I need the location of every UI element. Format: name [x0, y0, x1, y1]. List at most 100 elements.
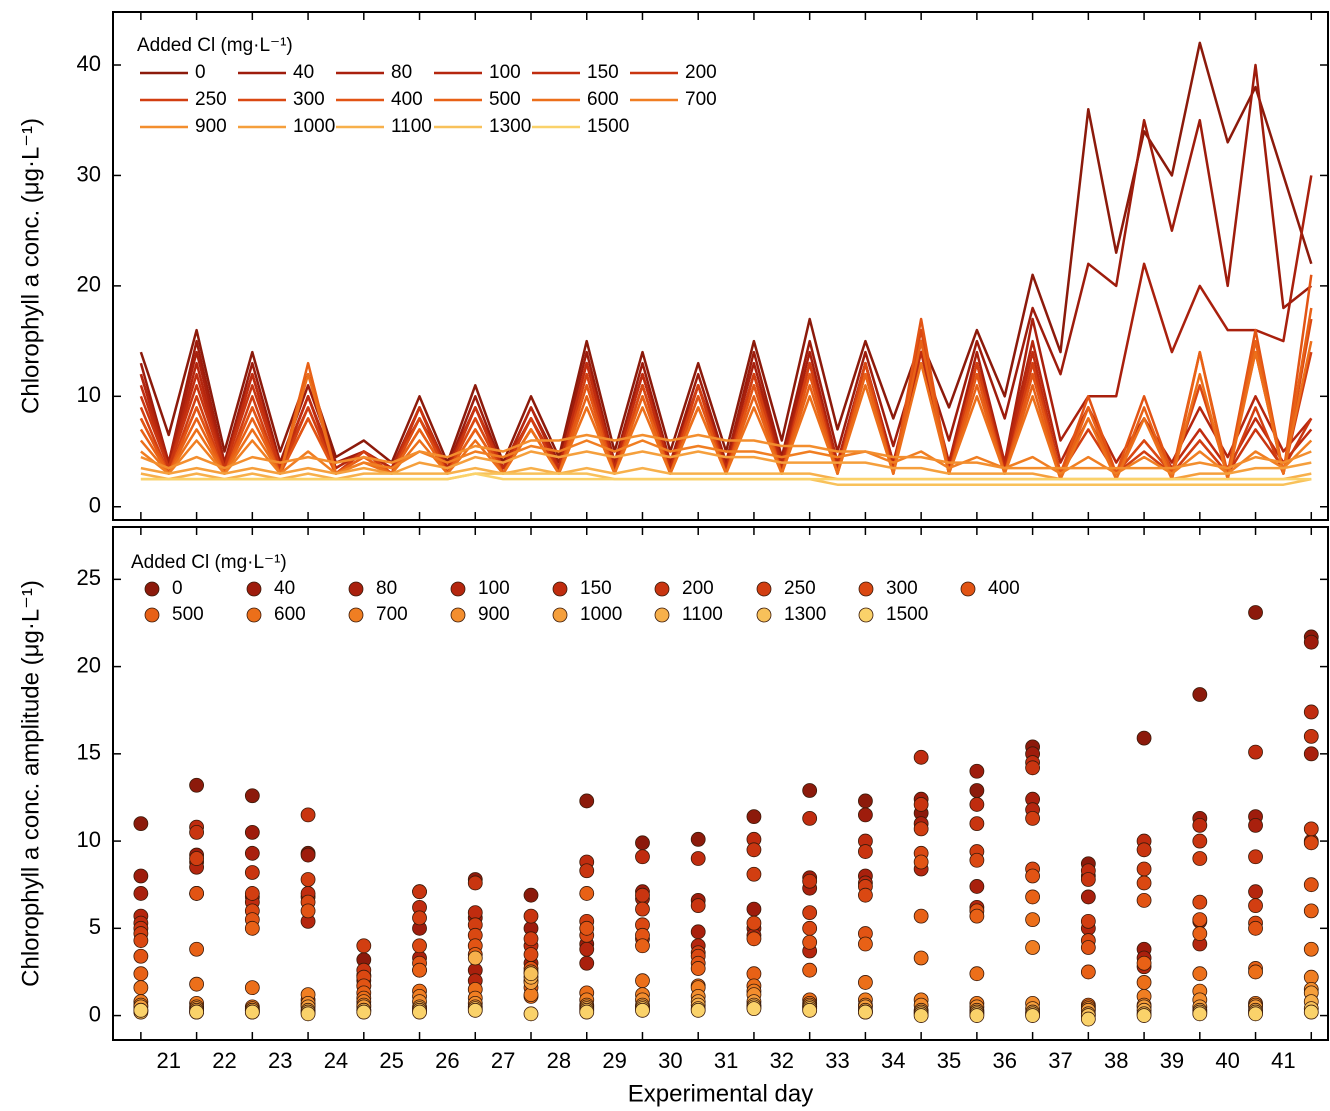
- legend-swatch: [552, 581, 568, 597]
- y-tick-label: 20: [77, 272, 101, 297]
- point: [523, 908, 539, 924]
- point: [579, 886, 595, 901]
- y-tick-label: 25: [77, 565, 101, 590]
- point: [969, 783, 985, 798]
- point: [1192, 926, 1208, 941]
- point: [300, 1006, 316, 1022]
- plot-frame: [112, 526, 1329, 1041]
- point: [133, 886, 149, 901]
- point: [412, 938, 427, 954]
- y-tick-label: 10: [77, 382, 101, 407]
- point: [356, 938, 372, 954]
- y-tick-label: 0: [89, 493, 101, 518]
- plot-frame: [112, 11, 1329, 521]
- point: [244, 788, 260, 804]
- legend-label: 40: [293, 62, 314, 83]
- point: [1025, 940, 1041, 955]
- point: [1080, 1011, 1096, 1027]
- legend-swatch: [450, 607, 466, 623]
- point: [913, 950, 929, 966]
- point: [858, 1004, 873, 1020]
- point: [467, 875, 483, 891]
- legend-swatch: [552, 607, 568, 623]
- x-tick-label: 26: [435, 1048, 459, 1073]
- point: [412, 1004, 427, 1020]
- point: [1136, 875, 1152, 891]
- legend-swatch: [246, 581, 262, 597]
- legend-label: 600: [274, 604, 306, 625]
- point: [1192, 851, 1208, 866]
- y-tick-label: 15: [77, 740, 101, 765]
- legend-label: 500: [489, 89, 521, 110]
- point: [1136, 975, 1152, 990]
- point: [635, 835, 650, 851]
- legend-label: 100: [478, 578, 510, 599]
- x-axis-label: Experimental day: [628, 1080, 813, 1107]
- point: [802, 905, 818, 921]
- x-tick-label: 28: [547, 1048, 571, 1073]
- point: [802, 873, 818, 889]
- point: [1192, 966, 1208, 982]
- point: [523, 887, 539, 903]
- point: [969, 852, 985, 868]
- x-tick-label: 32: [770, 1048, 794, 1073]
- x-tick-label: 30: [658, 1048, 682, 1073]
- point: [1192, 833, 1208, 849]
- point: [579, 793, 595, 809]
- point: [635, 849, 650, 865]
- x-tick-label: 25: [379, 1048, 403, 1073]
- y-axis-label: Chlorophyll a conc. amplitude (μg·L⁻¹): [17, 580, 44, 987]
- legend-swatch: [654, 581, 670, 597]
- legend-label: 250: [195, 89, 227, 110]
- legend-title: Added Cl (mg·L⁻¹): [137, 35, 293, 56]
- point: [1192, 1006, 1208, 1022]
- x-tick-label: 31: [714, 1048, 738, 1073]
- point: [1136, 955, 1152, 971]
- point: [690, 924, 706, 940]
- point: [189, 824, 205, 840]
- legend-swatch: [858, 607, 874, 623]
- point: [1248, 898, 1263, 914]
- legend-swatch: [756, 607, 772, 623]
- y-tick-label: 10: [77, 827, 101, 852]
- point: [802, 962, 818, 978]
- legend-label: 700: [685, 89, 717, 110]
- point: [1025, 868, 1041, 884]
- legend-label: 700: [376, 604, 408, 625]
- point: [802, 783, 818, 798]
- point: [300, 872, 316, 887]
- legend-swatch: [756, 581, 772, 597]
- point: [690, 961, 706, 976]
- point: [467, 950, 483, 966]
- y-tick-label: 0: [89, 1001, 101, 1026]
- point: [635, 901, 650, 917]
- legend-swatch: [246, 607, 262, 623]
- legend-label: 1500: [587, 116, 629, 137]
- point: [1025, 810, 1041, 826]
- point: [1080, 913, 1096, 929]
- point: [635, 1002, 650, 1018]
- point: [133, 933, 149, 948]
- point: [913, 821, 929, 837]
- point: [579, 1004, 595, 1020]
- point: [1303, 1004, 1319, 1020]
- point: [746, 915, 762, 931]
- point: [189, 976, 205, 992]
- point: [1248, 920, 1263, 936]
- series-line: [140, 433, 1312, 470]
- point: [1136, 842, 1152, 858]
- legend-label: 150: [580, 578, 612, 599]
- point: [244, 886, 260, 901]
- point: [858, 887, 873, 903]
- legend-label: 900: [195, 116, 227, 137]
- x-tick-label: 37: [1048, 1048, 1072, 1073]
- point: [1248, 744, 1263, 760]
- legend-title: Added Cl (mg·L⁻¹): [131, 552, 287, 573]
- point: [356, 1004, 372, 1020]
- plot-area: [139, 41, 1313, 486]
- point: [1303, 835, 1319, 851]
- point: [244, 920, 260, 936]
- point: [1192, 912, 1208, 928]
- point: [802, 934, 818, 950]
